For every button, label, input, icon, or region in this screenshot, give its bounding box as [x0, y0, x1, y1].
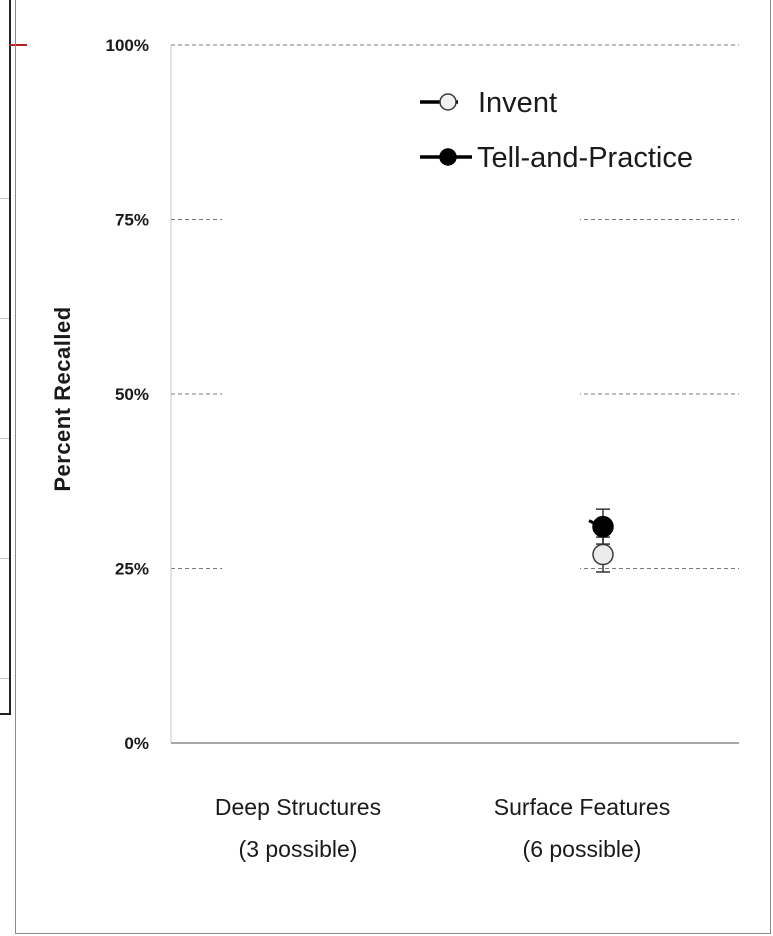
- series-line-stub: [588, 519, 598, 526]
- data-point-tell-and-practice: [592, 515, 614, 538]
- legend: Invent Tell-and-Practice: [420, 87, 693, 174]
- adjacent-panel-tick: [0, 678, 9, 679]
- data-points: [588, 508, 614, 573]
- grid-gap: [222, 565, 580, 572]
- grid-gap: [222, 216, 580, 223]
- legend-marker: [439, 148, 457, 166]
- legend-marker: [439, 93, 457, 111]
- x-category-label-line: (6 possible): [523, 836, 642, 862]
- adjacent-panel-tick: [0, 558, 9, 559]
- x-category-label-line: (3 possible): [239, 836, 358, 862]
- x-category-label: Deep Structures (3 possible): [215, 794, 381, 862]
- adjacent-panel-tick: [0, 438, 9, 439]
- x-axis-category-labels: Deep Structures (3 possible) Surface Featu…: [215, 794, 670, 862]
- adjacent-panel-tick: [0, 318, 9, 319]
- y-tick-label: 50%: [115, 385, 149, 404]
- data-point-invent: [592, 543, 614, 566]
- y-tick-label: 0%: [124, 734, 149, 753]
- chart-frame: [15, 0, 771, 934]
- y-axis-title: Percent Recalled: [50, 306, 75, 491]
- adjacent-panel-tick: [0, 198, 9, 199]
- x-category-label-line: Deep Structures: [215, 794, 381, 820]
- y-axis-tick-labels: 0% 25% 50% 75% 100%: [106, 36, 149, 753]
- x-category-label-line: Surface Features: [494, 794, 670, 820]
- adjacent-panel-frame: [0, 0, 11, 715]
- x-category-label: Surface Features (6 possible): [494, 794, 670, 862]
- legend-label: Tell-and-Practice: [477, 142, 693, 174]
- y-tick-label: 100%: [106, 36, 149, 55]
- grid-gap: [222, 391, 580, 397]
- y-tick-label: 25%: [115, 560, 149, 579]
- legend-label: Invent: [478, 87, 557, 119]
- gridlines: [171, 44, 739, 572]
- y-tick-label: 75%: [115, 211, 149, 230]
- adjacent-panel-red-line: [9, 44, 27, 46]
